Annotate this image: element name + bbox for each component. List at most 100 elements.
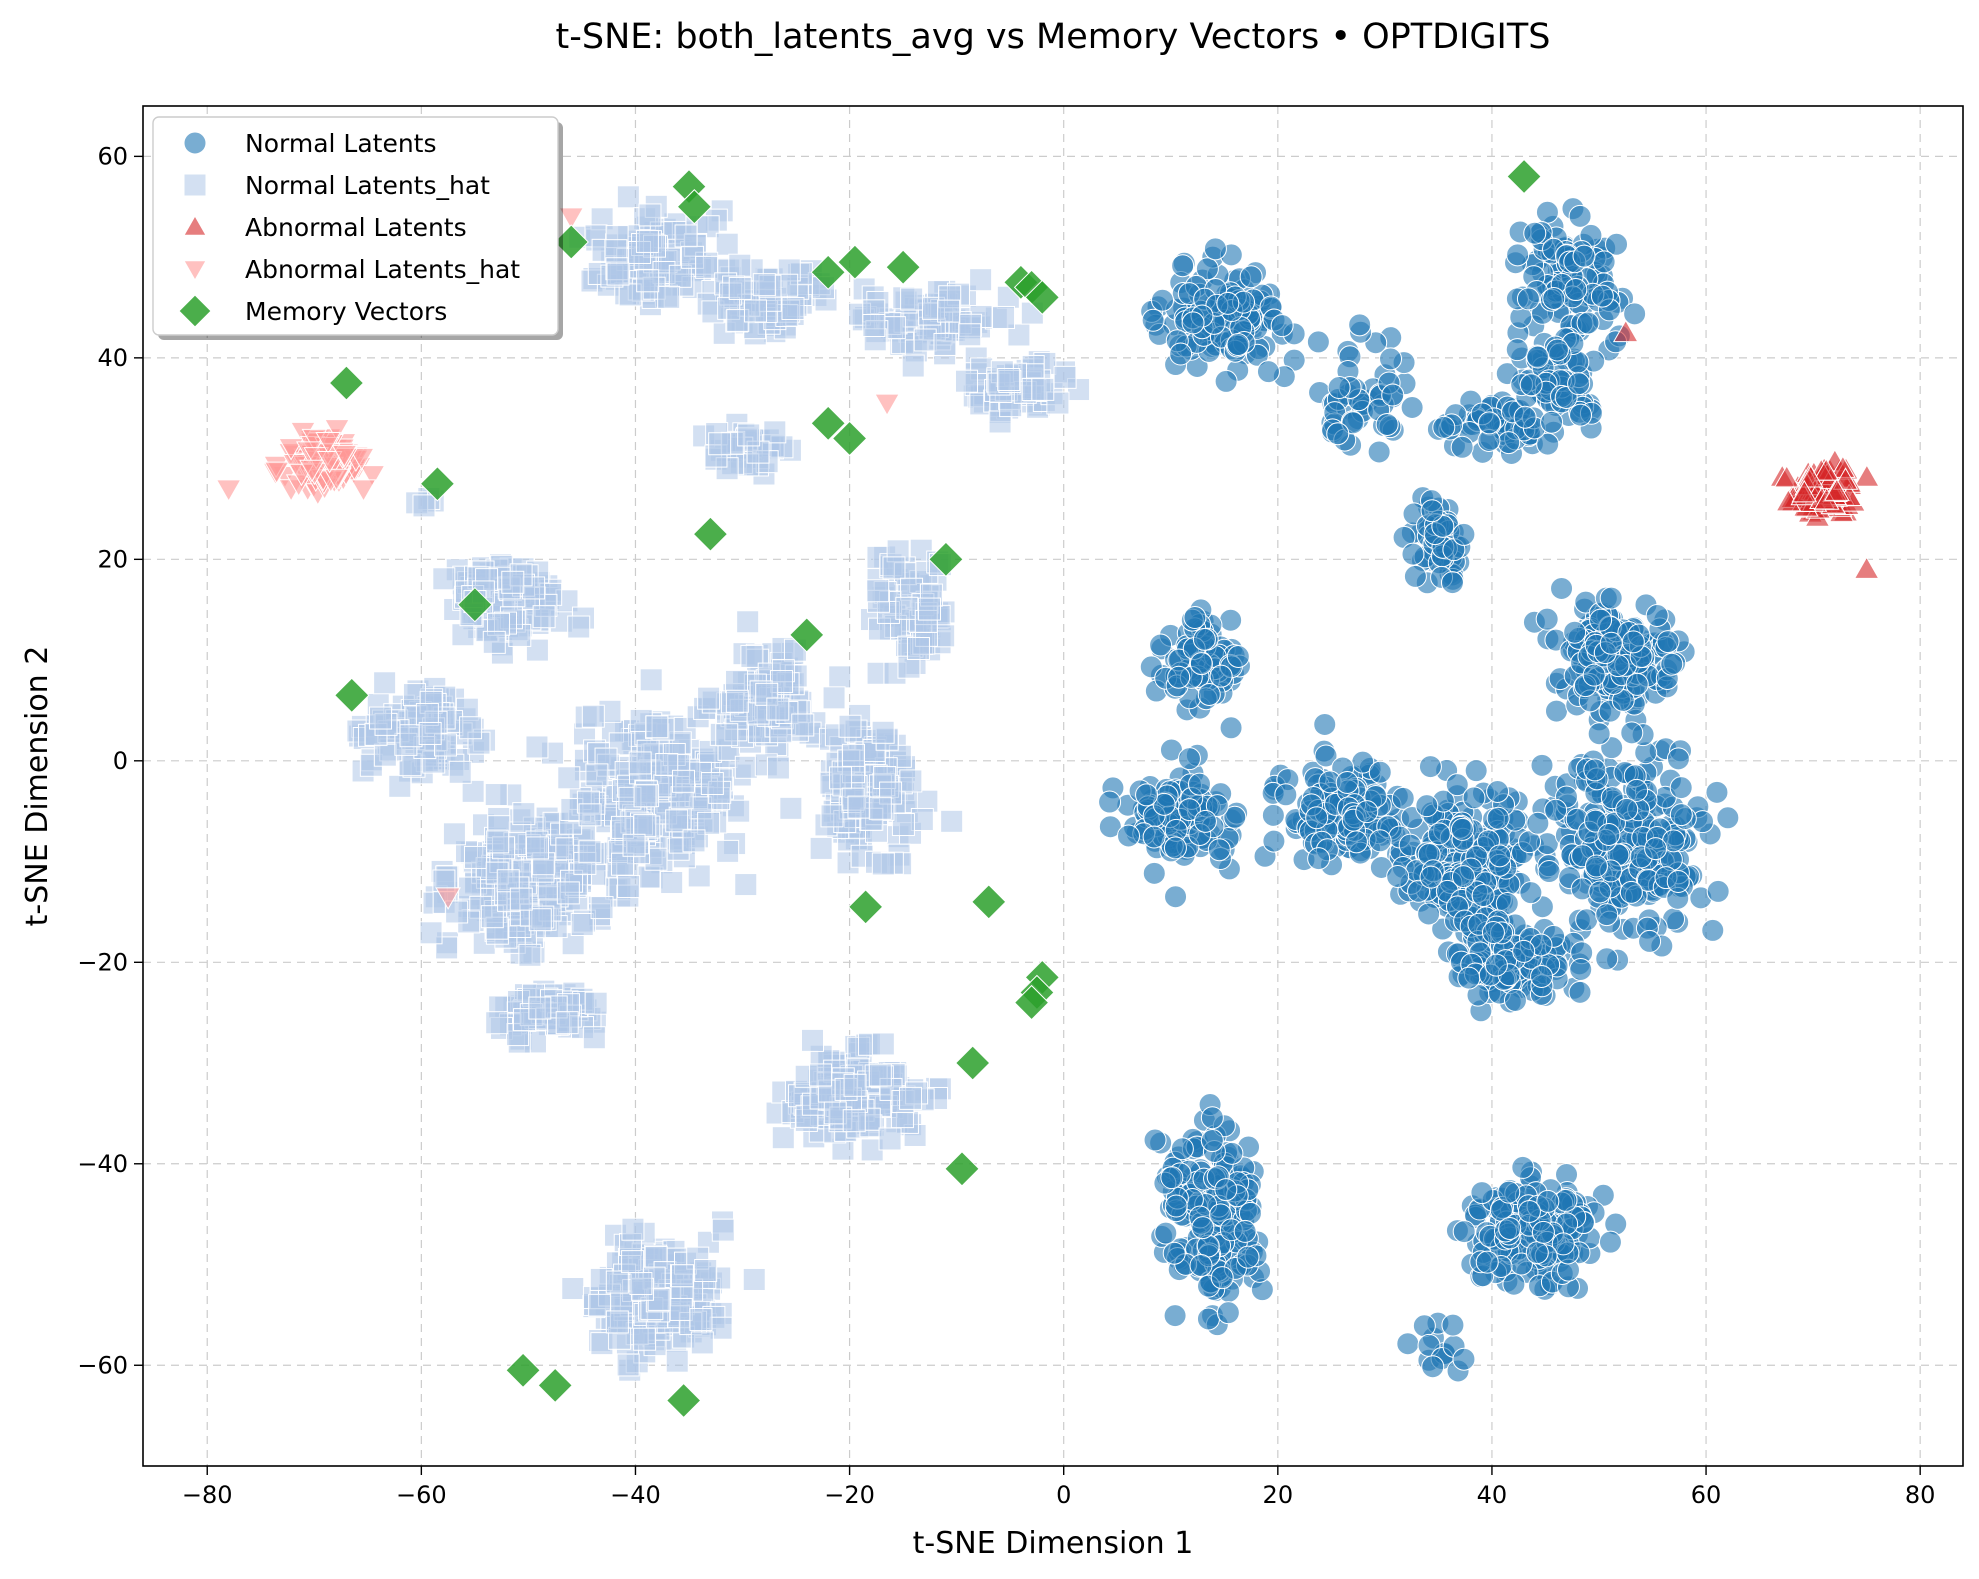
normal-latents-hat-point	[585, 763, 609, 787]
normal-latents-point	[1705, 780, 1729, 804]
normal-latents-hat-point	[463, 845, 487, 869]
normal-latents-point	[1415, 794, 1439, 818]
normal-latents-hat-point	[694, 1259, 718, 1283]
normal-latents-point	[1511, 1155, 1535, 1179]
normal-latents-hat-point	[485, 1011, 509, 1035]
x-tick-label: 0	[1056, 1481, 1071, 1509]
normal-latents-hat-point	[838, 714, 862, 738]
normal-latents-hat-point	[697, 686, 721, 710]
legend-label: Normal Latents_hat	[245, 171, 490, 200]
normal-latents-point	[1519, 881, 1543, 905]
normal-latents-point	[1412, 1314, 1436, 1338]
normal-latents-point	[1488, 844, 1512, 868]
normal-latents-point	[1210, 1266, 1234, 1290]
normal-latents-point	[1623, 302, 1647, 326]
normal-latents-hat-point	[868, 796, 892, 820]
normal-latents-hat-point	[636, 269, 660, 293]
normal-latents-hat-point	[842, 743, 866, 767]
legend-marker	[183, 173, 207, 197]
normal-latents-point	[1149, 633, 1173, 657]
normal-latents-hat-point	[682, 829, 706, 853]
normal-latents-point	[1164, 1194, 1188, 1218]
legend-label: Abnormal Latents_hat	[245, 255, 520, 284]
x-tick-label: 40	[1477, 1481, 1508, 1509]
normal-latents-point	[1200, 1106, 1224, 1130]
y-tick-label: −40	[77, 1150, 128, 1178]
normal-latents-hat-point	[451, 623, 475, 647]
y-tick-label: 0	[113, 747, 128, 775]
normal-latents-hat-point	[871, 1032, 895, 1056]
normal-latents-hat-point	[1053, 365, 1077, 389]
normal-latents-point	[1189, 1253, 1213, 1277]
normal-latents-point	[1195, 257, 1219, 281]
normal-latents-point	[1716, 806, 1740, 830]
normal-latents-point	[1203, 237, 1227, 261]
normal-latents-point	[1167, 665, 1191, 689]
normal-latents-point	[1621, 630, 1645, 654]
normal-latents-point	[1214, 1178, 1238, 1202]
normal-latents-point	[1505, 338, 1529, 362]
normal-latents-point	[1141, 308, 1165, 332]
normal-latents-point	[1471, 884, 1495, 908]
normal-latents-hat-point	[605, 1310, 629, 1334]
normal-latents-hat-point	[725, 669, 749, 693]
normal-latents-point	[1590, 284, 1614, 308]
normal-latents-point	[1619, 880, 1643, 904]
normal-latents-point	[1367, 440, 1391, 464]
series-normal-latents	[1098, 197, 1740, 1383]
normal-latents-hat-point	[901, 354, 925, 378]
normal-latents-point	[1452, 1220, 1476, 1244]
normal-latents-hat-point	[616, 185, 640, 209]
normal-latents-point	[1568, 204, 1592, 228]
normal-latents-point	[1216, 291, 1240, 315]
x-tick-label: −60	[396, 1481, 447, 1509]
y-axis-label: t-SNE Dimension 2	[20, 646, 55, 927]
normal-latents-hat-point	[557, 766, 581, 790]
normal-latents-hat-point	[997, 367, 1021, 391]
normal-latents-point	[1550, 576, 1574, 600]
normal-latents-point	[1452, 522, 1476, 546]
normal-latents-point	[1567, 372, 1591, 396]
normal-latents-point	[1381, 383, 1405, 407]
normal-latents-point	[1219, 716, 1243, 740]
normal-latents-hat-point	[606, 262, 630, 286]
normal-latents-hat-point	[891, 813, 915, 837]
normal-latents-point	[1348, 313, 1372, 337]
normal-latents-point	[1599, 631, 1623, 655]
normal-latents-hat-point	[628, 751, 652, 775]
normal-latents-hat-point	[829, 766, 853, 790]
normal-latents-point	[1535, 200, 1559, 224]
normal-latents-hat-point	[715, 723, 739, 747]
normal-latents-point	[1450, 435, 1474, 459]
normal-latents-hat-point	[820, 804, 844, 828]
normal-latents-point	[1375, 412, 1399, 436]
normal-latents-point	[1588, 880, 1612, 904]
normal-latents-hat-point	[752, 273, 776, 297]
normal-latents-point	[1191, 1216, 1215, 1240]
normal-latents-point	[1582, 663, 1606, 687]
normal-latents-point	[1233, 1219, 1257, 1243]
normal-latents-point	[1669, 776, 1693, 800]
normal-latents-hat-point	[958, 323, 982, 347]
normal-latents-hat-point	[629, 1272, 653, 1296]
normal-latents-point	[1517, 1199, 1541, 1223]
normal-latents-point	[1486, 779, 1510, 803]
normal-latents-point	[1498, 1216, 1522, 1240]
normal-latents-point	[1335, 770, 1359, 794]
normal-latents-point	[1142, 861, 1166, 885]
legend: Normal Latents Normal Latents_hat Abnormal…	[152, 116, 563, 340]
normal-latents-hat-point	[847, 795, 871, 819]
normal-latents-hat-point	[954, 369, 978, 393]
normal-latents-point	[1589, 608, 1613, 632]
y-tick-label: 20	[97, 545, 128, 573]
normal-latents-point	[1598, 1230, 1622, 1254]
normal-latents-hat-point	[665, 1349, 689, 1373]
normal-latents-point	[1117, 824, 1141, 848]
normal-latents-point	[1477, 411, 1501, 435]
normal-latents-point	[1216, 1301, 1240, 1325]
legend-label: Abnormal Latents	[245, 213, 467, 242]
normal-latents-point	[1432, 415, 1456, 439]
normal-latents-point	[1355, 800, 1379, 824]
normal-latents-point	[1305, 806, 1329, 830]
